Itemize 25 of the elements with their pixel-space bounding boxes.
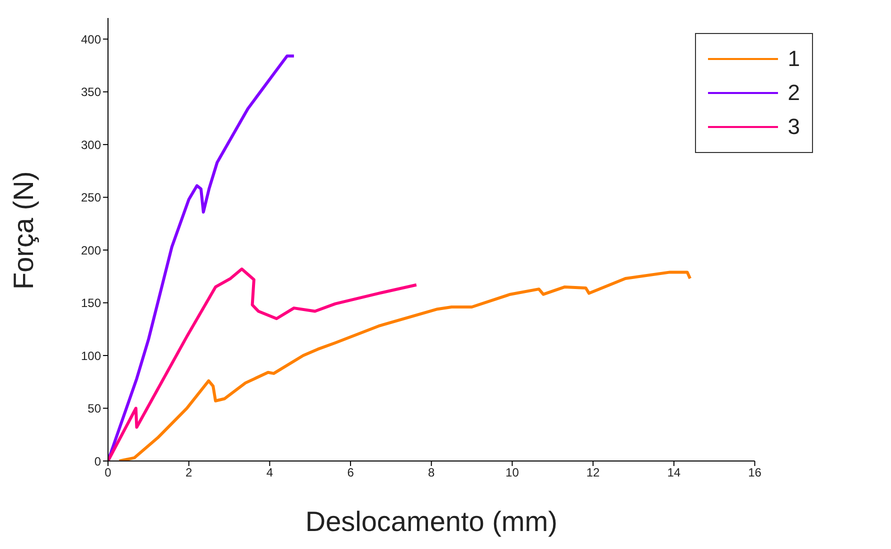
y-axis-title: Força (N)	[8, 171, 39, 290]
x-tick-label: 0	[104, 466, 112, 480]
y-tick-label: 150	[80, 296, 102, 310]
x-tick-label: 16	[748, 466, 762, 480]
y-tick-label: 400	[80, 32, 102, 46]
legend-label: 1	[788, 46, 800, 72]
legend-label: 2	[788, 80, 800, 106]
x-tick-label: 2	[186, 466, 192, 480]
x-axis-title: Deslocamento (mm)	[305, 506, 558, 537]
x-tick-label: 8	[428, 466, 436, 480]
y-tick-label: 350	[80, 85, 102, 100]
y-tick-label: 100	[80, 348, 102, 363]
legend-label: 3	[788, 114, 800, 140]
y-tick-label: 200	[80, 243, 102, 258]
x-tick-label: 6	[347, 466, 354, 480]
x-tick-label: 10	[506, 466, 520, 480]
y-tick-label: 250	[80, 190, 102, 205]
line-series	[108, 268, 418, 461]
y-tick-label: 0	[94, 454, 102, 468]
line-series	[118, 270, 692, 461]
y-tick-label: 50	[88, 402, 102, 416]
x-tick-label: 4	[266, 466, 274, 480]
x-tick-label: 14	[667, 466, 681, 480]
x-tick-label: 12	[586, 466, 600, 480]
y-tick-label: 300	[80, 138, 102, 152]
